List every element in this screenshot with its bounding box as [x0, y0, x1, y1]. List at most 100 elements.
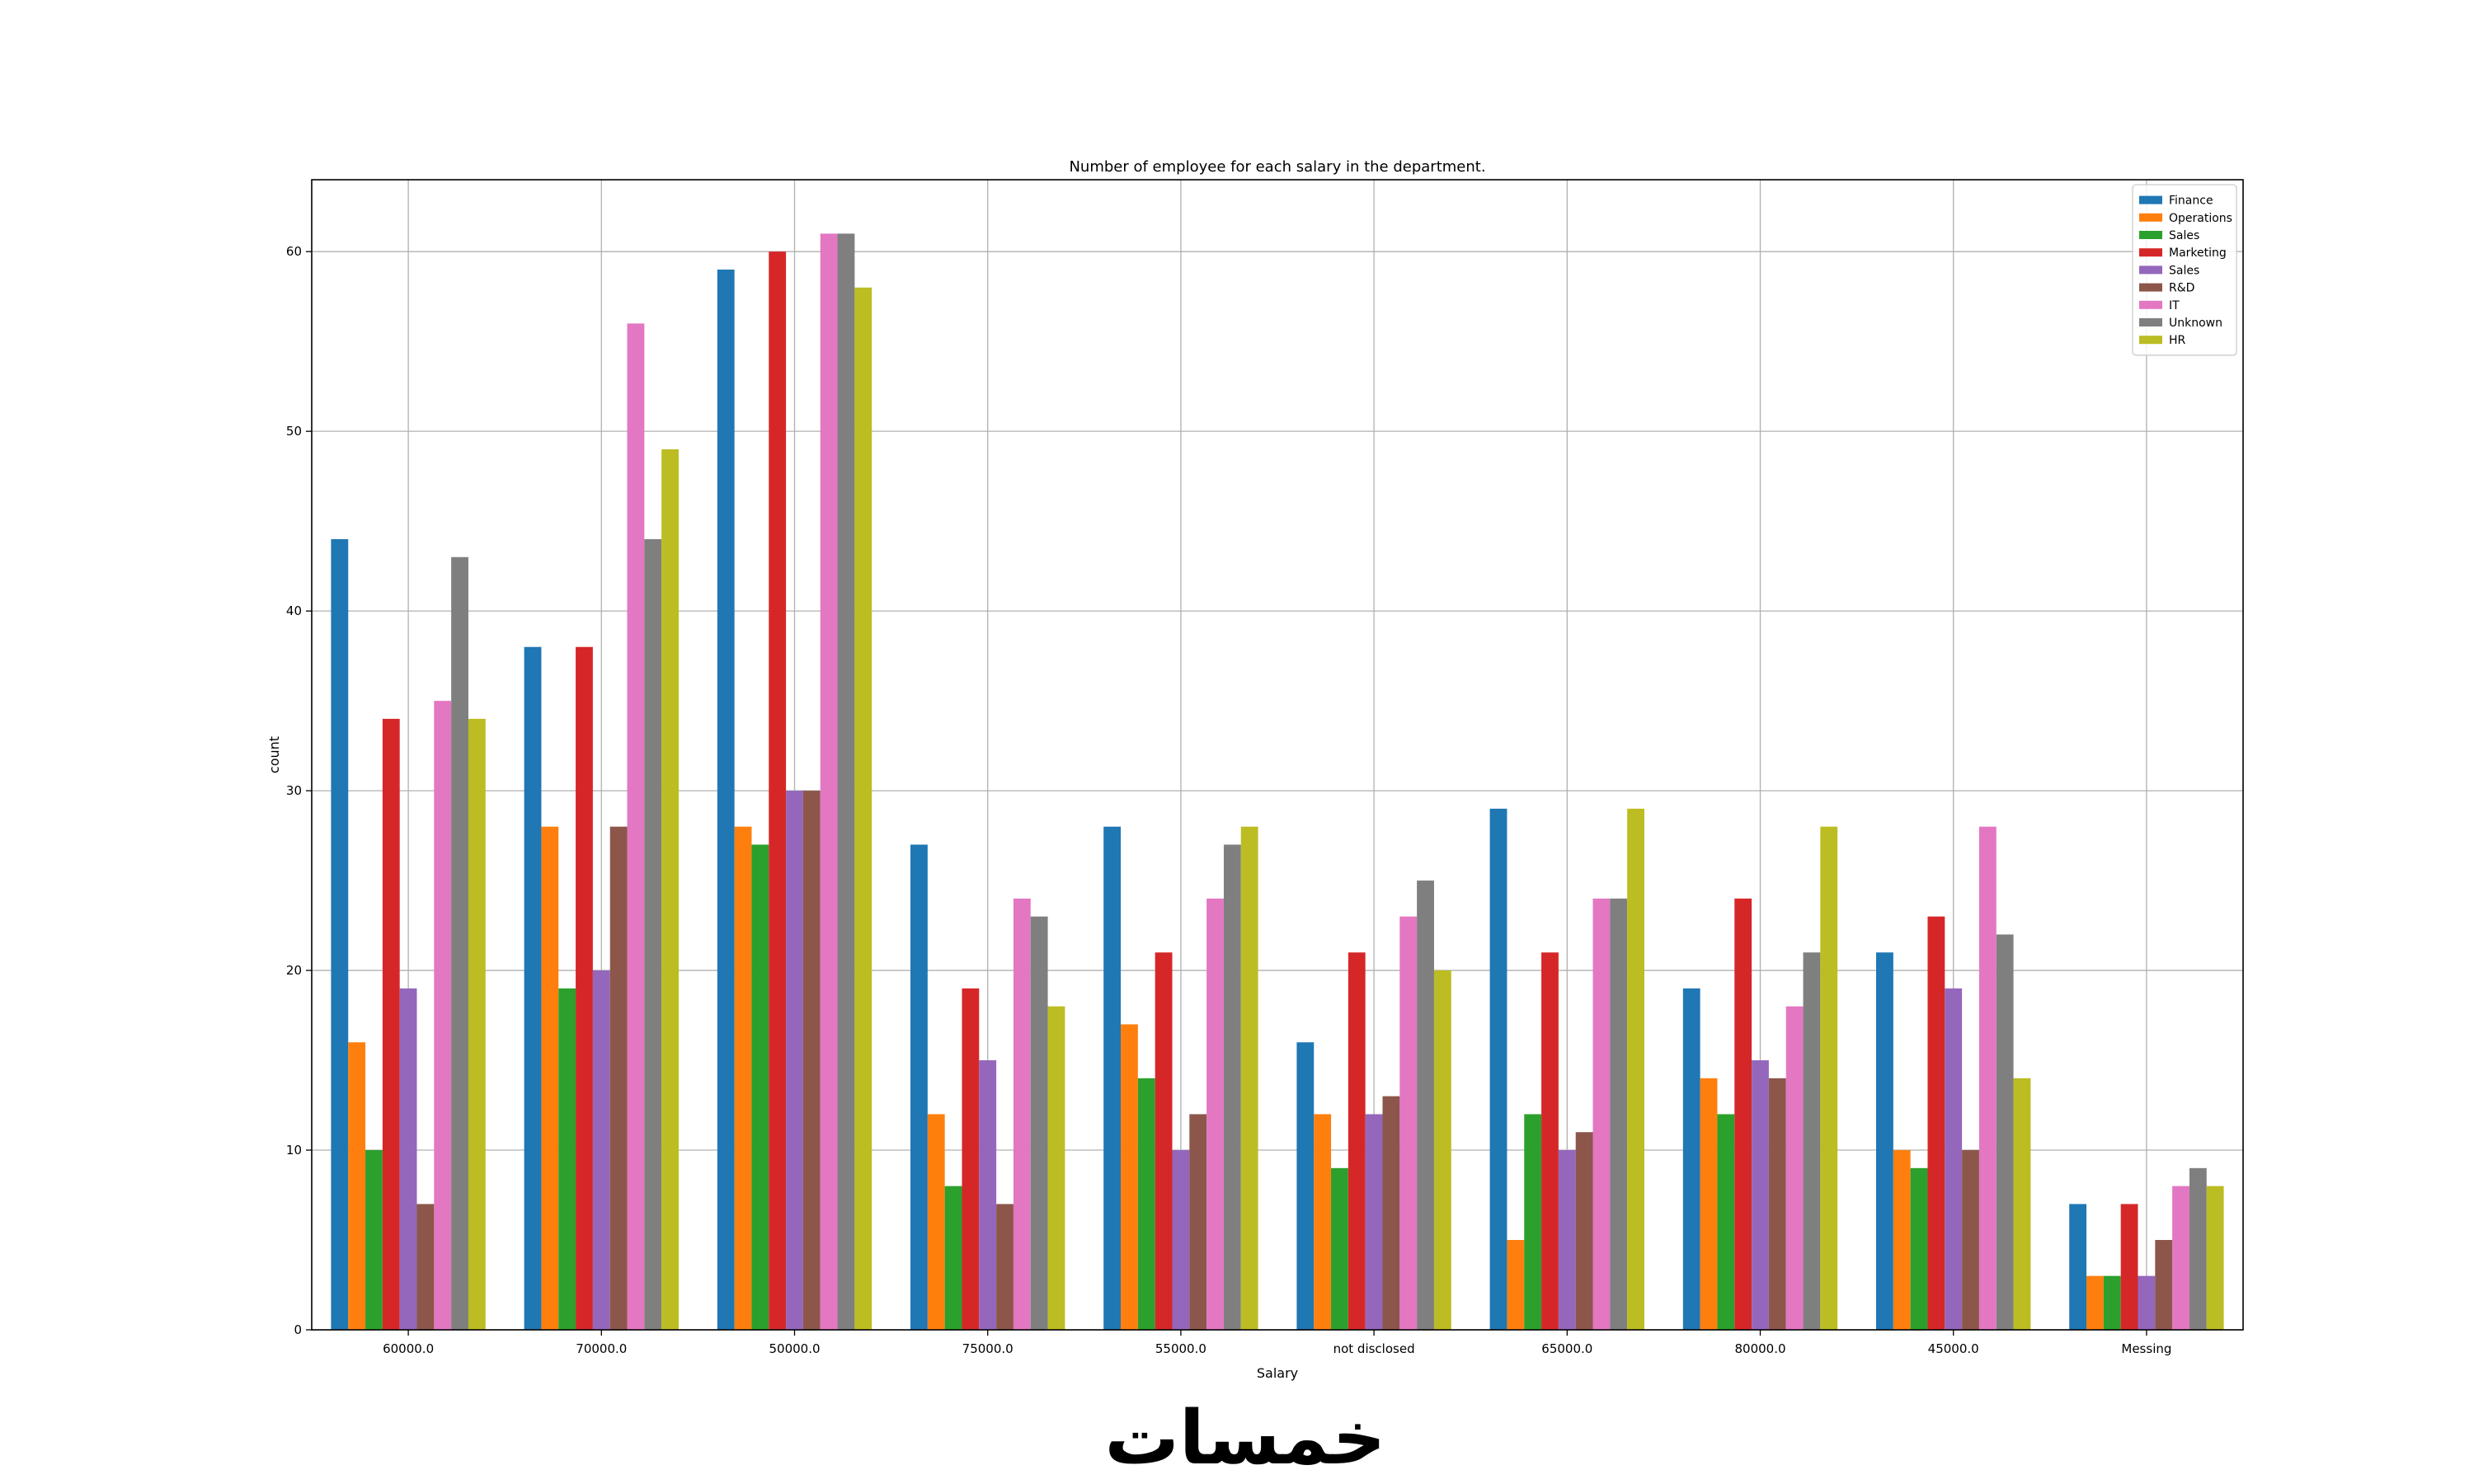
bar	[1893, 1150, 1911, 1330]
bar	[734, 826, 752, 1330]
bar	[1524, 1114, 1542, 1330]
legend-swatch	[2139, 231, 2162, 239]
bar	[2069, 1204, 2087, 1330]
bar	[1752, 1060, 1769, 1330]
bar	[837, 233, 855, 1330]
bar	[1121, 1024, 1138, 1330]
x-tick-label: 80000.0	[1734, 1341, 1785, 1356]
y-tick-label: 40	[286, 603, 302, 618]
bar	[1876, 952, 1893, 1330]
x-tick-label: 70000.0	[576, 1341, 627, 1356]
x-tick-label: 55000.0	[1155, 1341, 1206, 1356]
legend-swatch	[2139, 265, 2162, 275]
bar	[1348, 952, 1366, 1330]
bar	[2155, 1240, 2173, 1330]
bar	[1296, 1042, 1315, 1330]
legend: Finance Operations Sales Marketing Sales R&D I…	[2132, 184, 2237, 356]
x-tick-label: not disclosed	[1333, 1341, 1415, 1356]
bar	[1717, 1114, 1735, 1330]
bar	[944, 1186, 962, 1330]
y-axis-label: count	[266, 736, 282, 773]
bar	[434, 701, 452, 1330]
x-tick-label: 45000.0	[1928, 1341, 1979, 1356]
bar	[1331, 1167, 1348, 1330]
x-axis-label: Salary	[1257, 1365, 1298, 1381]
legend-swatch	[2139, 213, 2162, 222]
bar	[1610, 898, 1628, 1330]
bar	[558, 988, 576, 1330]
bar	[592, 970, 610, 1330]
bar	[348, 1042, 366, 1330]
x-tick-label: 75000.0	[962, 1341, 1014, 1356]
bar	[1910, 1167, 1928, 1330]
bar	[1433, 970, 1451, 1330]
y-tick-label: 30	[286, 783, 302, 798]
x-tick-label: 60000.0	[383, 1341, 434, 1356]
legend-label: Operations	[2169, 212, 2232, 225]
bar	[1137, 1078, 1155, 1330]
watermark-logo: خمسات	[1104, 1395, 1385, 1482]
bar	[1489, 808, 1507, 1330]
axis-ticks: 0 10 20 30 40 50 60 60000.0 70000.0 50000.0 75000.…	[286, 244, 2171, 1356]
bar	[1223, 844, 1241, 1330]
bar	[661, 448, 679, 1330]
bar	[1682, 988, 1700, 1330]
legend-box	[2132, 184, 2237, 356]
bar	[1172, 1150, 1190, 1330]
bar	[1785, 1006, 1804, 1330]
bar	[1240, 826, 1258, 1330]
bar	[1945, 988, 1963, 1330]
bar	[399, 988, 417, 1330]
y-tick-label: 50	[286, 424, 302, 439]
bar	[609, 826, 628, 1330]
bar	[1592, 898, 1611, 1330]
bar	[541, 826, 559, 1330]
bar	[576, 646, 593, 1330]
bar	[1013, 898, 1031, 1330]
x-tick-label: 65000.0	[1541, 1341, 1592, 1356]
bar	[996, 1204, 1014, 1330]
bar	[2172, 1186, 2189, 1330]
bar	[1155, 952, 1173, 1330]
bar	[1575, 1132, 1593, 1330]
bar	[1803, 952, 1821, 1330]
bar	[1927, 916, 1945, 1330]
bar	[1768, 1078, 1786, 1330]
bar	[1558, 1150, 1576, 1330]
bar	[1047, 1006, 1065, 1330]
bar	[786, 791, 803, 1330]
bar	[979, 1060, 997, 1330]
bar	[1962, 1150, 1979, 1330]
bar	[802, 791, 821, 1330]
legend-swatch	[2139, 248, 2162, 257]
bar	[2120, 1204, 2138, 1330]
bar	[365, 1150, 383, 1330]
legend-swatch	[2139, 283, 2162, 292]
x-tick-label: Messing	[2121, 1341, 2171, 1356]
bar	[1700, 1078, 1718, 1330]
bar	[627, 323, 645, 1330]
bar	[1978, 826, 1997, 1330]
legend-swatch	[2139, 195, 2162, 204]
bar	[1189, 1114, 1207, 1330]
plot-frame	[311, 179, 2244, 1331]
bar	[769, 251, 787, 1330]
chart-title: Number of employee for each salary in th…	[1069, 158, 1485, 176]
bar	[1734, 898, 1752, 1330]
legend-swatch	[2139, 336, 2162, 345]
y-tick-label: 0	[294, 1322, 302, 1337]
bar	[2138, 1275, 2156, 1330]
bar	[2086, 1275, 2104, 1330]
bar	[927, 1114, 945, 1330]
bar	[331, 538, 349, 1330]
bar	[382, 718, 400, 1330]
bar	[1507, 1240, 1525, 1330]
legend-label: IT	[2169, 299, 2180, 312]
bar	[2103, 1275, 2121, 1330]
x-tick-label: 50000.0	[769, 1341, 820, 1356]
bar	[1417, 881, 1434, 1330]
bar	[2189, 1167, 2207, 1330]
bar	[451, 556, 468, 1330]
bar	[1541, 952, 1559, 1330]
bar	[644, 538, 662, 1330]
